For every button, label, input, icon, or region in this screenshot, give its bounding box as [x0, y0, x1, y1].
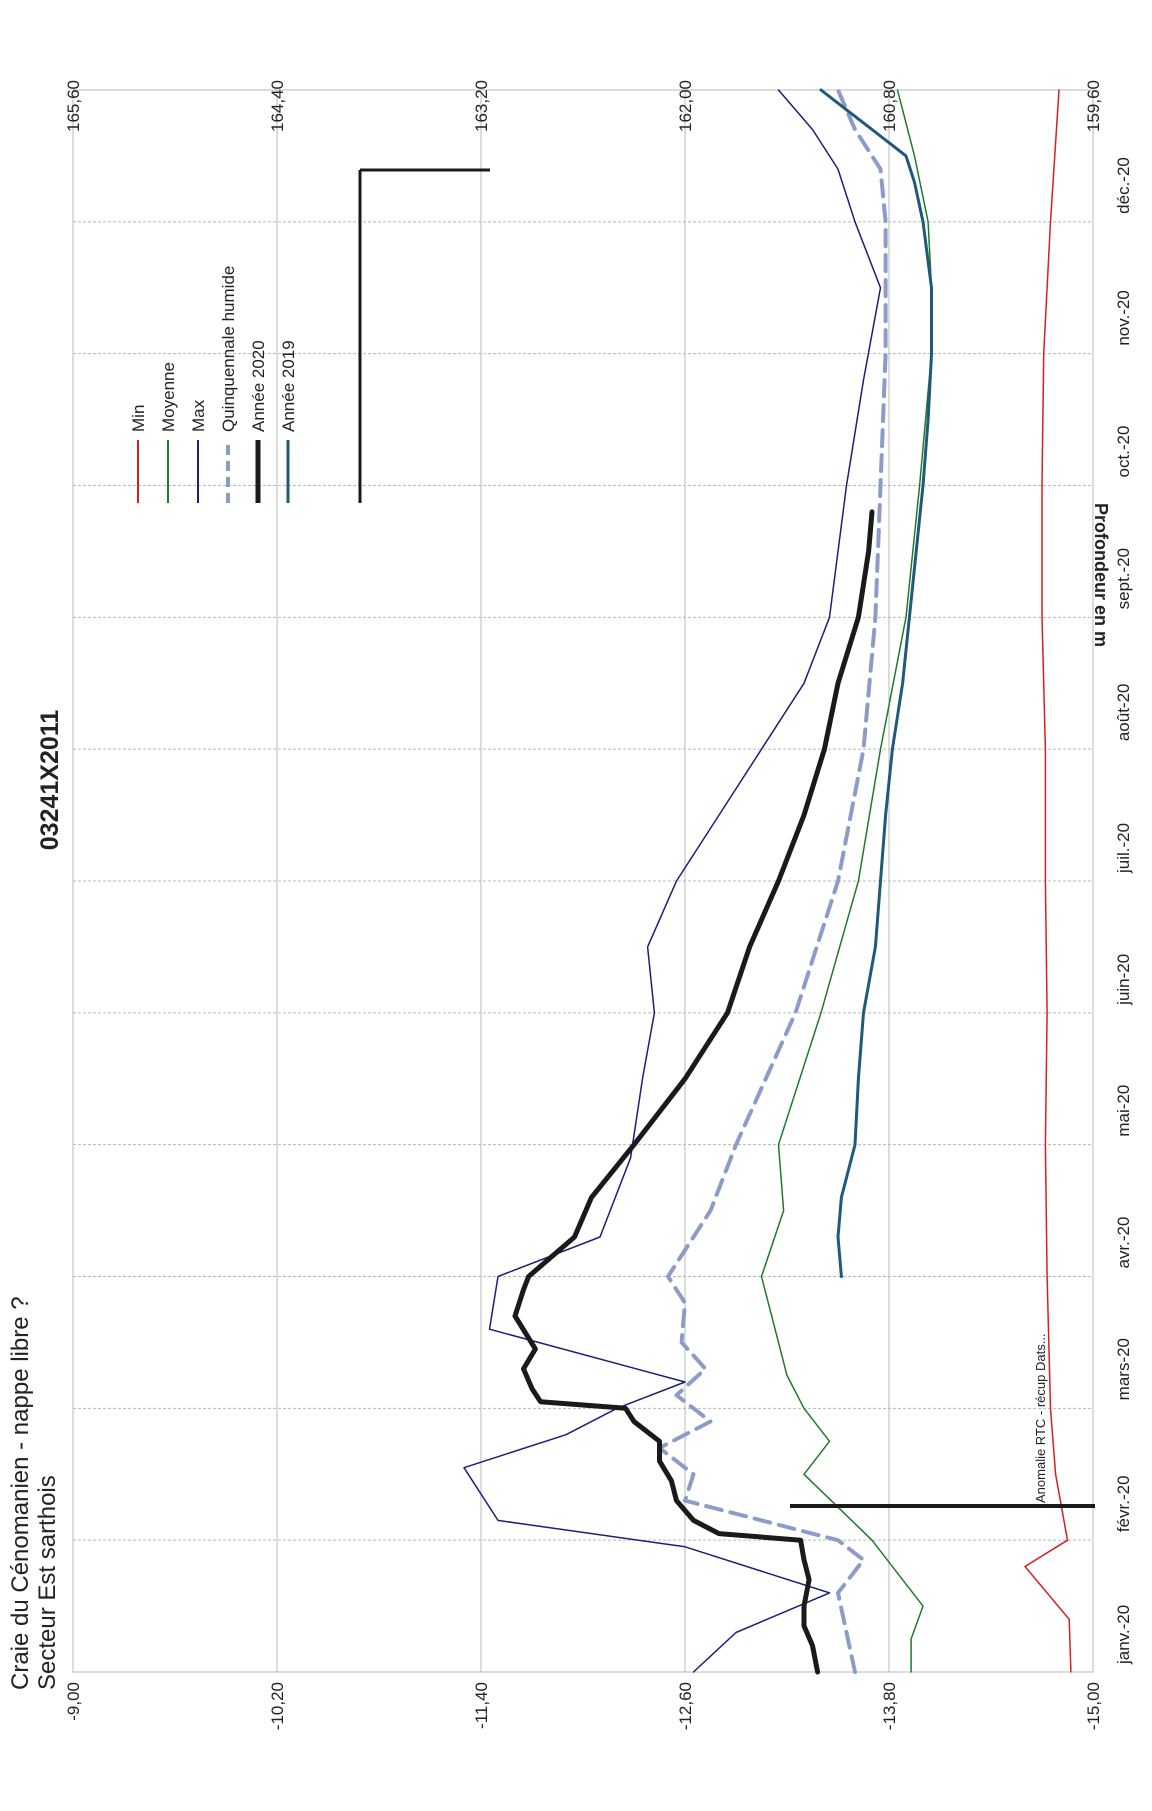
legend-label: Min [129, 405, 148, 432]
anomaly-text: Anomalie RTC - récup Dats... [1033, 1333, 1048, 1503]
y-tick-label: -9,00 [64, 1682, 83, 1721]
chart-titles: Craie du Cénomanien - nappe libre ? Sect… [7, 710, 64, 1690]
series-line [463, 89, 882, 1673]
x-tick-label: sept.-20 [1114, 548, 1133, 609]
y-axis-label: Profondeur en m [1091, 503, 1111, 647]
x-tick-label: nov.-20 [1114, 290, 1133, 345]
y2-tick-label: 162,00 [676, 80, 695, 132]
anomaly-annotation: Anomalie RTC - récup Dats... [790, 1333, 1095, 1508]
series-line [512, 509, 875, 1675]
x-axis-tick-labels: janv.-20 févr.-20 mars-20 avr.-20 mai-20 juin… [1114, 157, 1133, 1665]
legend-label: Moyenne [159, 362, 178, 432]
x-tick-label: déc.-20 [1114, 157, 1133, 214]
x-tick-label: août-20 [1114, 683, 1133, 741]
y-tick-label: -15,00 [1084, 1682, 1103, 1730]
y2-tick-label: 163,20 [472, 80, 491, 132]
x-tick-label: mai-20 [1114, 1085, 1133, 1137]
chart-grid [72, 89, 1094, 1673]
y2-tick-label: 165,60 [64, 80, 83, 132]
x-tick-label: oct.-20 [1114, 426, 1133, 478]
x-tick-label: févr.-20 [1114, 1475, 1133, 1532]
x-tick-label: janv.-20 [1114, 1605, 1133, 1665]
legend-label: Quinquennale humide [219, 266, 238, 432]
x-tick-label: juil.-20 [1114, 823, 1133, 874]
chart-title-aquifer: Craie du Cénomanien - nappe libre ? [7, 1296, 34, 1690]
x-tick-label: avr.-20 [1114, 1217, 1133, 1269]
chart-title-station: 03241X2011 [36, 710, 64, 851]
chart-title-sector: Secteur Est sarthois [34, 1475, 61, 1690]
series-line [657, 88, 888, 1674]
y-tick-label: -13,80 [880, 1682, 899, 1730]
legend-label: Année 2019 [279, 340, 298, 432]
y-tick-label: -12,60 [676, 1682, 695, 1730]
chart-series [463, 88, 1072, 1675]
legend-label: Année 2020 [249, 340, 268, 432]
y2-tick-label: 164,40 [268, 80, 287, 132]
y2-tick-label: 160,80 [880, 80, 899, 132]
y-tick-label: -10,20 [268, 1682, 287, 1730]
x-tick-label: juin-20 [1114, 954, 1133, 1006]
x-tick-label: mars-20 [1114, 1338, 1133, 1400]
y2-axis-tick-labels: 165,60 164,40 163,20 162,00 160,80 159,60 [64, 80, 1103, 132]
chart-legend: Année 2019 Année 2020 Quinquennale humide M… [129, 168, 490, 503]
series-line [819, 88, 933, 1278]
series-line [1024, 89, 1072, 1673]
legend-label: Max [189, 399, 208, 432]
y-axis-tick-labels: -9,00 -10,20 -11,40 -12,60 -13,80 -15,00 [64, 1682, 1103, 1730]
y2-tick-label: 159,60 [1084, 80, 1103, 132]
y-tick-label: -11,40 [472, 1682, 491, 1729]
